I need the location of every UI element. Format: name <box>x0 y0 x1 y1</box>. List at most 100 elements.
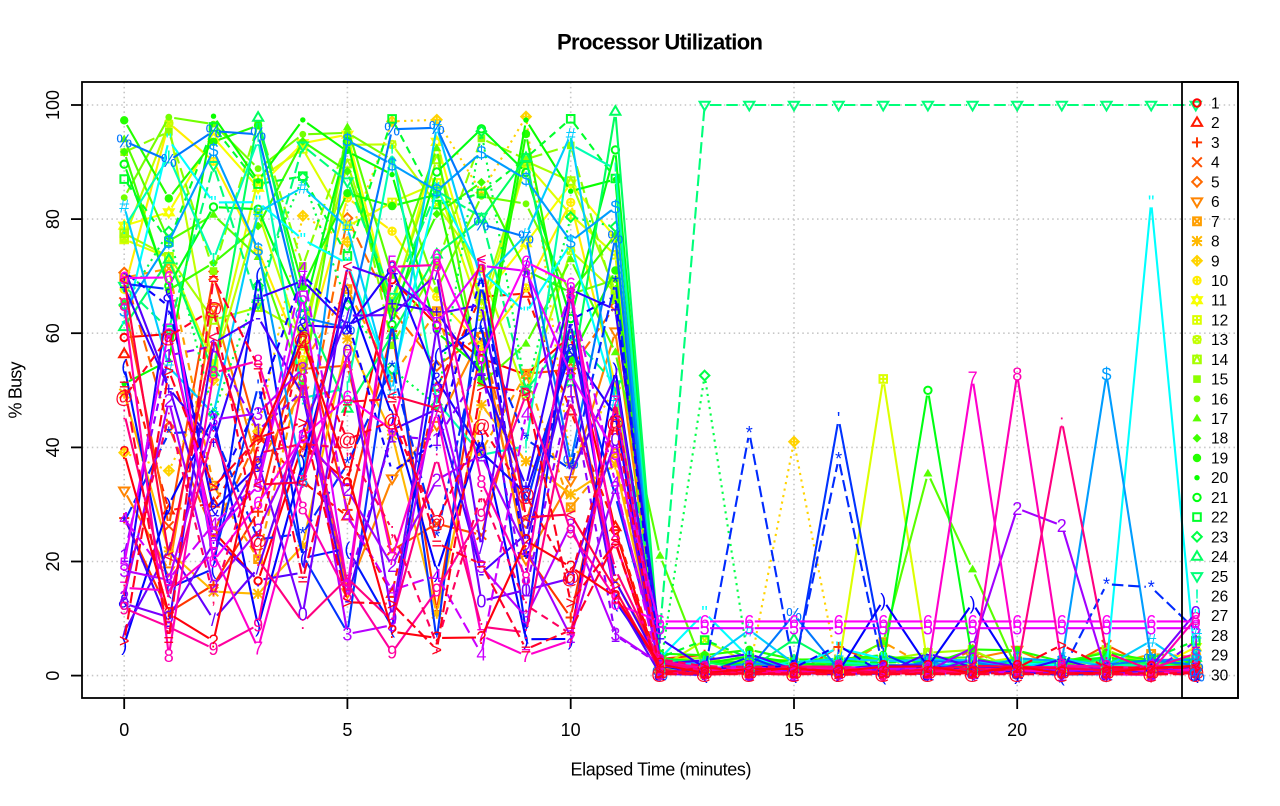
svg-text:!: ! <box>1194 586 1199 606</box>
svg-text:-: - <box>880 664 886 684</box>
svg-text:': ' <box>926 663 929 683</box>
svg-text:5: 5 <box>476 256 486 276</box>
svg-text:;: ; <box>166 407 171 427</box>
svg-text:<: < <box>789 665 800 685</box>
svg-text:=: = <box>164 630 175 650</box>
svg-text:1: 1 <box>1211 96 1220 113</box>
svg-text:2: 2 <box>1057 516 1067 536</box>
svg-text:(: ( <box>657 656 663 676</box>
svg-text:1: 1 <box>387 427 397 447</box>
svg-text:@: @ <box>204 299 222 319</box>
svg-text:=: = <box>1012 665 1023 685</box>
svg-text:0: 0 <box>342 342 352 362</box>
svg-text:.: . <box>791 662 796 682</box>
svg-text:3: 3 <box>432 381 442 401</box>
svg-text:): ) <box>836 662 842 682</box>
svg-text:25: 25 <box>1211 569 1228 586</box>
svg-text:#: # <box>834 649 844 669</box>
svg-text:1: 1 <box>521 580 531 600</box>
svg-text:*: * <box>1058 663 1065 683</box>
svg-text::: : <box>211 424 216 444</box>
svg-text:%: % <box>965 653 981 673</box>
svg-text:;: ; <box>1015 660 1020 680</box>
svg-text:4: 4 <box>521 404 531 424</box>
svg-text:7: 7 <box>208 544 218 564</box>
svg-text::: : <box>791 657 796 677</box>
svg-text:4: 4 <box>655 662 665 682</box>
svg-text:9: 9 <box>208 639 218 659</box>
svg-text:8: 8 <box>700 664 710 684</box>
svg-text:20: 20 <box>1007 720 1027 740</box>
svg-text:?: ? <box>968 663 978 683</box>
svg-text::: : <box>613 560 618 580</box>
svg-text:4: 4 <box>253 474 263 494</box>
svg-text:5: 5 <box>298 288 308 308</box>
svg-text:0: 0 <box>923 663 933 683</box>
svg-text:4: 4 <box>566 283 576 303</box>
svg-text::: : <box>479 617 484 637</box>
svg-text:4: 4 <box>1012 661 1022 681</box>
svg-text:=: = <box>208 269 219 289</box>
svg-text:?: ? <box>744 659 754 679</box>
svg-text::: : <box>345 569 350 589</box>
svg-text:9: 9 <box>432 581 442 601</box>
svg-text:-: - <box>523 524 529 544</box>
svg-text:/: / <box>1193 659 1198 679</box>
svg-text:9: 9 <box>1191 644 1201 664</box>
svg-text:": " <box>1103 658 1109 678</box>
svg-text:9: 9 <box>655 652 665 672</box>
svg-text:,: , <box>345 311 350 331</box>
svg-text::: : <box>300 613 305 633</box>
svg-text:$: $ <box>1012 649 1022 669</box>
svg-text:3: 3 <box>834 664 844 684</box>
svg-text:=: = <box>521 640 532 660</box>
svg-text:$: $ <box>298 471 308 491</box>
svg-text:,: , <box>1104 664 1109 684</box>
svg-text:': ' <box>837 409 840 429</box>
svg-text:;: ; <box>657 650 662 670</box>
svg-text:): ) <box>166 495 172 515</box>
svg-text:.: . <box>523 535 528 555</box>
svg-text:0: 0 <box>1057 663 1067 683</box>
svg-text:7: 7 <box>1146 665 1156 685</box>
svg-text:4: 4 <box>1101 661 1111 681</box>
svg-text:$: $ <box>834 657 844 677</box>
svg-text:@: @ <box>517 486 535 506</box>
svg-text:$: $ <box>342 131 352 151</box>
svg-text:4: 4 <box>1057 657 1067 677</box>
svg-text:6: 6 <box>878 612 888 632</box>
svg-text:.: . <box>925 656 930 676</box>
svg-text:(: ( <box>1104 660 1110 680</box>
svg-text:@: @ <box>1187 664 1205 684</box>
svg-text:10: 10 <box>561 720 581 740</box>
svg-text:8: 8 <box>566 285 576 305</box>
svg-text:8: 8 <box>923 663 933 683</box>
svg-text:): ) <box>925 657 931 677</box>
svg-text:,: , <box>1015 663 1020 683</box>
svg-text:5: 5 <box>1146 619 1156 639</box>
svg-text:27: 27 <box>1211 608 1228 625</box>
svg-text:1: 1 <box>610 626 620 646</box>
svg-text:+: + <box>1012 662 1023 682</box>
svg-text:$: $ <box>566 232 576 252</box>
svg-text:0: 0 <box>43 671 63 681</box>
svg-text:/: / <box>300 422 305 442</box>
svg-text:.: . <box>256 571 261 591</box>
svg-text:!: ! <box>925 656 930 676</box>
svg-text:": " <box>523 303 529 323</box>
svg-text:.: . <box>479 295 484 315</box>
svg-text:&: & <box>1190 665 1202 685</box>
svg-text:5: 5 <box>923 619 933 639</box>
svg-text:,: , <box>1059 659 1064 679</box>
svg-text:.: . <box>1193 664 1198 684</box>
svg-text:@: @ <box>695 664 713 684</box>
svg-text:4: 4 <box>923 658 933 678</box>
svg-text:#: # <box>923 650 933 670</box>
svg-text:*: * <box>478 323 485 343</box>
svg-text::: : <box>970 659 975 679</box>
svg-text:3: 3 <box>566 515 576 535</box>
svg-text:&: & <box>207 501 219 521</box>
svg-text:8: 8 <box>744 659 754 679</box>
svg-text:/: / <box>345 306 350 326</box>
svg-text:@: @ <box>874 664 892 684</box>
